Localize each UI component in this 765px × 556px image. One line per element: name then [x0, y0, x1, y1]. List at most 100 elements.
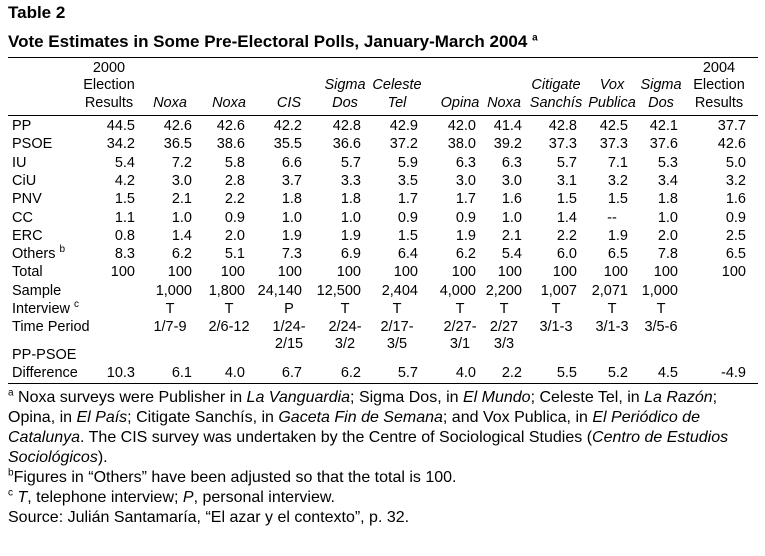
row-label-text: PNV	[12, 191, 42, 208]
time-period-cell: 1/7-9	[153, 319, 187, 336]
table-cell: 1.5	[556, 191, 577, 208]
column-header: Sigma	[640, 77, 682, 93]
table-cell: 100	[552, 264, 577, 281]
difference-cell: -4.9	[721, 365, 746, 381]
column-header: Noxa	[153, 95, 187, 111]
table-cell: 3.5	[397, 172, 418, 189]
row-label: Others b	[12, 244, 66, 263]
footnote-a-italic: El País	[76, 409, 128, 426]
column-header: CIS	[276, 95, 302, 111]
table-cell: 35.5	[273, 136, 302, 153]
table-cell: 42.8	[332, 118, 361, 134]
row-label-text: Difference	[12, 365, 78, 381]
footnote-a-italic: El Periódico de Catalunya	[8, 409, 700, 446]
table-cell: 42.6	[717, 136, 746, 153]
time-period-cell: 3/3	[493, 336, 515, 353]
row-label: PP	[12, 118, 31, 134]
table-cell: 2.1	[171, 191, 192, 208]
table-cell: 42.5	[599, 118, 628, 134]
footnote-a-text: ; Sigma Dos, in	[350, 389, 463, 406]
time-period-cell: 2/24-	[328, 319, 362, 336]
difference-cell: 4.0	[455, 365, 476, 381]
table-cell: T	[499, 301, 509, 317]
column-header: Tel	[387, 95, 407, 111]
table-cell: 2.8	[224, 172, 245, 189]
table-cell: 100	[603, 264, 628, 281]
row-label-text: Interview	[12, 301, 71, 317]
table-cell: 38.6	[216, 136, 245, 153]
table-cell: 2,200	[485, 282, 522, 299]
table-cell: 1.7	[455, 191, 476, 208]
footnote-a-marker: a	[8, 387, 14, 399]
table-cell: 2.2	[556, 227, 577, 244]
table-cell: 1.6	[501, 191, 522, 208]
column-header: Citigate	[531, 77, 581, 93]
footnote-a-text: ; Celeste Tel, in	[530, 389, 645, 406]
table-cell: 5.7	[340, 154, 361, 171]
table-cell: 3.7	[281, 172, 302, 189]
table-cell: 5.8	[224, 154, 245, 171]
row-footnote-marker: b	[59, 244, 66, 256]
row-label-text: Others	[12, 246, 56, 263]
table-cell: 42.9	[389, 118, 418, 134]
table-cell: 100	[393, 264, 418, 281]
table-cell: 1.8	[340, 191, 361, 208]
row-label-text: Sample	[12, 282, 62, 299]
column-header: Noxa	[487, 95, 521, 111]
table-cell: 8.3	[114, 246, 135, 263]
table-cell: 37.3	[599, 136, 628, 153]
footnote-a-text: ).	[97, 449, 108, 466]
table-cell: 4.2	[114, 172, 135, 189]
footnote-a-text: ; and Vox Publica, in	[442, 409, 593, 426]
table-cell: 1.0	[281, 209, 302, 226]
row-label-text: Total	[12, 264, 43, 281]
column-header: Sanchís	[529, 95, 583, 111]
table-cell: 3.0	[501, 172, 522, 189]
row-label: CiU	[12, 173, 36, 189]
table-cell: 1.9	[281, 227, 302, 244]
table-cell: 1.0	[340, 209, 361, 226]
table-cell: 1.9	[455, 227, 476, 244]
table-cell: T	[165, 301, 175, 317]
footnote-a-italic: Gaceta Fin de Semana	[278, 409, 443, 426]
column-header: Vox	[599, 77, 625, 93]
footnote-c-italic: P	[182, 489, 194, 506]
column-header: Celeste	[372, 77, 422, 93]
table-cell: 6.9	[340, 246, 361, 263]
table-cell: 5.7	[556, 154, 577, 171]
row-label-text: CiU	[12, 172, 37, 189]
footnote-a: a Noxa surveys were Publisher in La Vang…	[8, 388, 758, 468]
time-period-cell: 2/27	[489, 319, 519, 336]
table-cell: 34.2	[106, 136, 135, 153]
table-cell: 1.5	[607, 191, 628, 208]
row-label: PSOE	[12, 136, 52, 152]
footnote-c-marker: c	[8, 487, 13, 499]
footnote-a-italic: El Mundo	[462, 389, 531, 406]
time-period-cell: 3/2	[334, 336, 356, 353]
row-label: PNV	[12, 191, 42, 207]
table-cell: 1.9	[340, 227, 361, 244]
footnote-c-text: , telephone interview;	[27, 489, 183, 506]
table-cell: 1.9	[607, 227, 628, 244]
table-cell: 3.2	[725, 172, 746, 189]
table-cell: 1.4	[556, 209, 577, 226]
column-header: 2004	[702, 60, 736, 76]
difference-cell: 5.5	[556, 365, 577, 381]
table-cell: 1,007	[540, 282, 577, 299]
difference-cell: 6.7	[281, 365, 302, 381]
time-period-cell: 3/1-3	[595, 319, 629, 336]
table-cell: 100	[277, 264, 302, 281]
table-cell: 1,000	[641, 282, 678, 299]
table-cell: 5.1	[224, 246, 245, 263]
table-cell: 1,000	[155, 282, 192, 299]
footnote-a-text: ; Citigate Sanchís, in	[127, 409, 279, 426]
table-cell: 7.1	[607, 154, 628, 171]
table-cell: 42.6	[163, 118, 192, 134]
row-label: Difference	[12, 365, 78, 381]
footnote-a-text: . The CIS survey was undertaken by the C…	[80, 429, 593, 446]
footnote-c-italic: T	[17, 489, 28, 506]
table-cell: 42.2	[273, 118, 302, 134]
column-header: Election	[693, 77, 745, 93]
row-label: Interview c	[12, 300, 79, 317]
table-cell: 44.5	[106, 118, 135, 134]
